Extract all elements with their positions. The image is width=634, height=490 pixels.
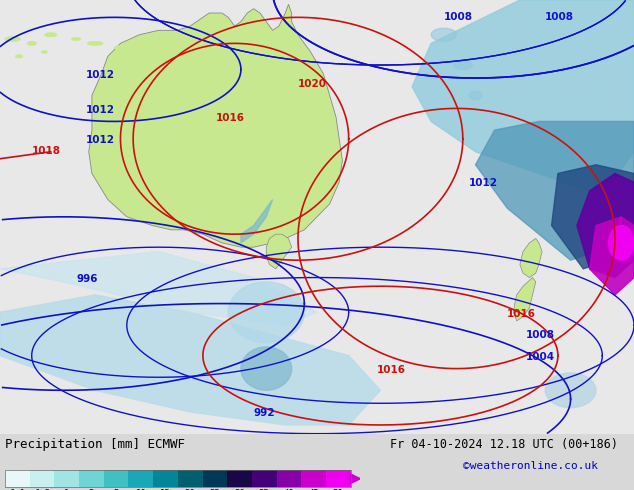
Bar — [5, 470, 30, 487]
Text: 1004: 1004 — [526, 352, 555, 362]
Ellipse shape — [15, 55, 23, 58]
Polygon shape — [89, 4, 342, 247]
Bar — [5, 470, 351, 487]
Text: 1012: 1012 — [86, 105, 115, 115]
Text: ©weatheronline.co.uk: ©weatheronline.co.uk — [463, 461, 598, 471]
Text: 996: 996 — [76, 274, 98, 284]
Text: 1012: 1012 — [86, 70, 115, 80]
Polygon shape — [476, 122, 634, 260]
Polygon shape — [577, 173, 634, 277]
Ellipse shape — [228, 282, 304, 343]
Polygon shape — [0, 295, 380, 425]
Bar — [129, 470, 153, 487]
Text: 1008: 1008 — [526, 330, 555, 340]
Ellipse shape — [545, 373, 596, 408]
Bar — [55, 470, 79, 487]
Text: Precipitation [mm] ECMWF: Precipitation [mm] ECMWF — [5, 438, 185, 451]
Bar — [202, 470, 227, 487]
Bar — [301, 470, 326, 487]
Text: 1018: 1018 — [32, 146, 61, 156]
Ellipse shape — [114, 46, 127, 50]
Polygon shape — [552, 165, 634, 269]
Text: 1020: 1020 — [298, 79, 327, 89]
Ellipse shape — [27, 41, 37, 46]
Polygon shape — [520, 239, 542, 277]
Bar — [252, 470, 276, 487]
Polygon shape — [412, 0, 634, 195]
Text: 1016: 1016 — [377, 365, 406, 375]
Polygon shape — [590, 217, 634, 295]
Bar — [153, 470, 178, 487]
Ellipse shape — [140, 42, 152, 45]
Ellipse shape — [431, 28, 456, 41]
Polygon shape — [0, 251, 317, 325]
Ellipse shape — [166, 37, 176, 41]
Bar — [104, 470, 129, 487]
Ellipse shape — [44, 32, 57, 37]
Text: 1008: 1008 — [545, 11, 574, 22]
Ellipse shape — [87, 41, 103, 46]
Polygon shape — [514, 277, 536, 321]
Text: Fr 04-10-2024 12.18 UTC (00+186): Fr 04-10-2024 12.18 UTC (00+186) — [390, 438, 618, 451]
Ellipse shape — [218, 33, 226, 36]
Text: 1012: 1012 — [86, 135, 115, 145]
Bar — [326, 470, 351, 487]
Bar — [178, 470, 202, 487]
Ellipse shape — [183, 32, 198, 37]
Text: 1016: 1016 — [216, 113, 245, 123]
Ellipse shape — [241, 347, 292, 390]
Bar — [79, 470, 104, 487]
Text: 1008: 1008 — [444, 11, 473, 22]
Polygon shape — [266, 234, 292, 269]
Ellipse shape — [609, 225, 634, 260]
Bar — [276, 470, 301, 487]
Ellipse shape — [71, 37, 81, 41]
Text: 1016: 1016 — [507, 309, 536, 318]
Ellipse shape — [453, 61, 472, 70]
Ellipse shape — [41, 50, 48, 53]
Polygon shape — [241, 199, 273, 243]
Bar — [227, 470, 252, 487]
Text: 1012: 1012 — [469, 178, 498, 189]
Text: 992: 992 — [254, 408, 275, 418]
Bar — [30, 470, 55, 487]
Ellipse shape — [4, 36, 20, 42]
Ellipse shape — [469, 91, 482, 100]
